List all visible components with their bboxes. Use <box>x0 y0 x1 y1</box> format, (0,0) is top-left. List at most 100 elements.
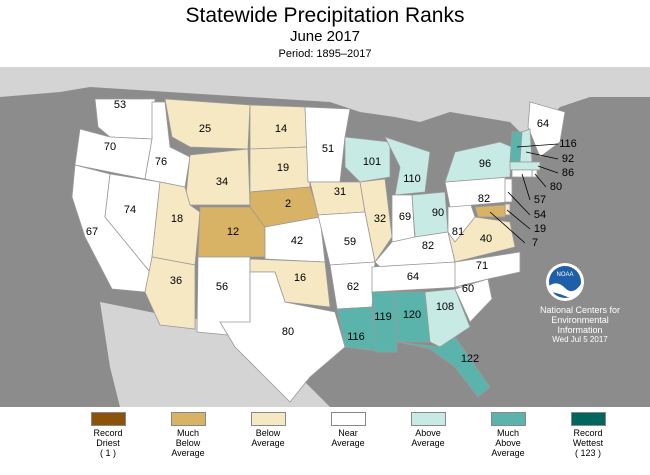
rank-label-az: 36 <box>170 275 182 287</box>
rank-label-wv: 81 <box>452 226 464 238</box>
rank-label-nv: 74 <box>124 204 136 216</box>
legend-label: Above <box>495 438 521 448</box>
rank-label-oh: 90 <box>432 207 444 219</box>
state-mi <box>384 136 431 196</box>
rank-label-id: 76 <box>155 156 167 168</box>
rank-label-mn: 51 <box>322 143 334 155</box>
legend-label: Above <box>415 428 441 438</box>
callout-line-nj <box>507 191 531 216</box>
rank-label-il: 32 <box>374 213 386 225</box>
rank-label-ct: 57 <box>534 194 546 206</box>
legend-item-below: Below Average <box>223 412 313 448</box>
rank-label-nd: 14 <box>275 123 287 135</box>
legend-label: Average <box>411 438 445 448</box>
callout-line-de <box>506 209 531 230</box>
rank-label-va: 40 <box>480 233 492 245</box>
rank-labels-layer: 53 70 67 74 76 25 34 18 36 12 56 14 19 2 42 16 80 51 31 59 6… <box>86 99 549 365</box>
legend-item-much-below: Much Below Average <box>143 412 233 458</box>
rank-label-in: 69 <box>399 211 411 223</box>
state-ms <box>371 291 398 353</box>
rank-label-nj: 54 <box>534 209 546 221</box>
state-ct <box>511 169 533 178</box>
rank-label-mt: 25 <box>199 123 211 135</box>
state-mn <box>304 106 351 183</box>
state-nc <box>454 251 521 288</box>
rank-label-md: 7 <box>532 237 538 249</box>
rank-label-ut: 18 <box>171 213 183 225</box>
state-me <box>527 101 566 158</box>
rank-label-fl: 122 <box>461 353 479 365</box>
state-nh <box>519 128 533 163</box>
legend: Record Driest( 1 ) Much Below Average Below Av… <box>0 412 650 475</box>
legend-label: Average <box>331 438 365 448</box>
rank-label-ar: 62 <box>347 281 359 293</box>
state-sc <box>454 278 493 323</box>
legend-label: ( 123 ) <box>574 448 601 458</box>
rank-label-sc: 60 <box>462 283 474 295</box>
state-de <box>504 203 511 216</box>
rank-label-ny: 96 <box>479 158 491 170</box>
rank-label-mi: 110 <box>403 173 421 185</box>
legend-label: Average <box>251 438 285 448</box>
state-wi <box>344 136 391 183</box>
map-subtitle: June 2017 <box>289 28 361 45</box>
legend-label: Average <box>171 448 205 458</box>
state-ma <box>509 161 541 171</box>
callout-line-vt <box>516 143 559 148</box>
legend-label: Driest <box>96 438 120 448</box>
rank-label-wi: 101 <box>363 156 381 168</box>
noaa-logo-text: NOAA <box>556 272 573 278</box>
legend-label: Below <box>175 438 201 448</box>
legend-label: Record <box>93 428 123 438</box>
legend-swatch <box>490 412 526 426</box>
rank-label-ca: 67 <box>86 226 98 238</box>
legend-swatch <box>90 412 126 426</box>
legend-swatch <box>250 412 286 426</box>
rank-label-nm: 56 <box>216 281 228 293</box>
rank-label-ky: 82 <box>422 240 434 252</box>
rank-label-co: 12 <box>227 226 239 238</box>
rank-label-ok: 16 <box>294 272 306 284</box>
legend-swatch <box>170 412 206 426</box>
canada-landmass <box>0 67 650 137</box>
rank-label-me: 64 <box>537 118 549 130</box>
rank-label-ri: 80 <box>550 181 562 193</box>
legend-label: Average <box>491 448 525 458</box>
rank-label-ks: 42 <box>291 235 303 247</box>
rank-label-pa: 82 <box>478 193 490 205</box>
rank-label-al: 120 <box>403 309 421 321</box>
state-tx <box>219 271 346 403</box>
state-il <box>359 178 393 264</box>
state-md <box>474 204 506 218</box>
credit-date: Wed Jul 5 2017 <box>552 335 608 344</box>
legend-swatch <box>570 412 606 426</box>
callout-line-nh <box>525 151 559 160</box>
credit-block: National Centers for Environmental Infor… <box>520 305 640 345</box>
state-az <box>144 256 196 330</box>
state-id <box>144 101 191 188</box>
credit-line-3: Information <box>557 325 603 335</box>
rank-label-ia: 31 <box>334 186 346 198</box>
callout-line-ma <box>537 165 559 174</box>
rank-label-ga: 108 <box>436 301 454 313</box>
rank-label-ma: 86 <box>562 167 574 179</box>
legend-label: Near <box>338 428 358 438</box>
rank-label-mo: 59 <box>344 236 356 248</box>
period-label: Period: 1895–2017 <box>278 48 372 60</box>
legend-item-record-wettest: Record Wettest( 123 ) <box>543 412 633 458</box>
rank-label-vt: 116 <box>559 138 577 150</box>
rank-label-wy: 34 <box>216 176 228 188</box>
legend-swatch <box>330 412 366 426</box>
legend-label: ( 1 ) <box>99 448 116 458</box>
legend-label: Below <box>255 428 281 438</box>
rank-label-ms: 119 <box>374 311 392 323</box>
legend-label: Much <box>176 428 199 438</box>
us-map: 53 70 67 74 76 25 34 18 36 12 56 14 19 2 42 16 80 51 31 59 6… <box>0 67 650 407</box>
rank-label-tn: 64 <box>407 271 419 283</box>
rank-label-de: 19 <box>534 223 546 235</box>
legend-label: Wettest <box>572 438 604 448</box>
state-fl <box>396 336 491 398</box>
legend-item-near: Near Average <box>303 412 393 448</box>
state-nj <box>504 178 513 203</box>
legend-swatch <box>410 412 446 426</box>
